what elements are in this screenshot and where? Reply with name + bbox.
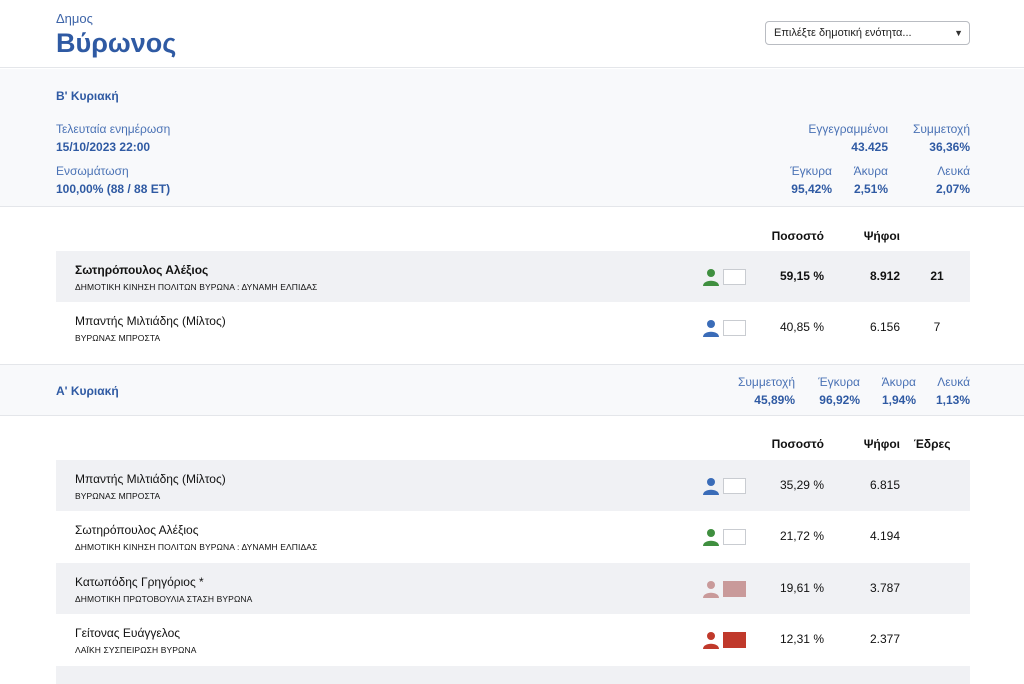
party-name: ΛΑΪΚΗ ΣΥΣΠΕΙΡΩΣΗ ΒΥΡΩΝΑ: [75, 645, 197, 655]
round1-col-seats: Έδρες: [913, 437, 951, 451]
round2-col-percent: Ποσοστό: [771, 229, 824, 243]
person-icon: [703, 269, 719, 286]
round2-turnout-value: 36,36%: [929, 140, 970, 154]
vote-count: 3.787: [869, 581, 900, 595]
candidate-name: Μπαντής Μιλτιάδης (Μίλτος): [75, 472, 226, 486]
person-icon: [703, 581, 719, 598]
round1-col-percent: Ποσοστό: [771, 437, 824, 451]
table-row[interactable]: Γείτονας Ευάγγελος ΛΑΪΚΗ ΣΥΣΠΕΙΡΩΣΗ ΒΥΡΩ…: [56, 614, 970, 665]
round2-col-votes: Ψήφοι: [863, 229, 900, 243]
integration-value: 100,00% (88 / 88 ΕΤ): [56, 182, 171, 196]
page-header: Δημος Βύρωνος Επιλέξτε δημοτική ενότητα.…: [0, 0, 1024, 68]
party-name: ΒΥΡΩΝΑΣ ΜΠΡΟΣΤΑ: [75, 333, 161, 343]
vote-count: 6.815: [869, 478, 900, 492]
round1-valid-label: Έγκυρα: [818, 375, 860, 389]
district-select-value: Επιλέξτε δημοτική ενότητα...: [774, 27, 912, 39]
round1-invalid-value: 1,94%: [881, 393, 916, 407]
round2-summary: [0, 69, 1024, 207]
round2-valid-value: 95,42%: [791, 182, 832, 196]
seat-count: 7: [933, 320, 941, 334]
round2-invalid-label: Άκυρα: [853, 164, 888, 178]
round1-invalid-label: Άκυρα: [881, 375, 916, 389]
vote-percent: 12,31 %: [779, 632, 824, 646]
vote-percent: 35,29 %: [779, 478, 824, 492]
vote-count: 4.194: [869, 529, 900, 543]
candidate-name: Σωτηρόπουλος Αλέξιος: [75, 523, 199, 537]
candidate-name: Γείτονας Ευάγγελος: [75, 626, 181, 640]
vote-percent: 59,15 %: [779, 269, 824, 283]
registered-value: 43.425: [851, 140, 888, 154]
vote-count: 6.156: [869, 320, 900, 334]
municipality-label: Δημος: [56, 11, 93, 26]
party-color-swatch: [723, 478, 746, 494]
round1-valid-value: 96,92%: [819, 393, 860, 407]
vote-count: 8.912: [869, 269, 900, 283]
seat-count: 21: [930, 269, 944, 283]
party-color-swatch: [723, 320, 746, 336]
vote-percent: 40,85 %: [779, 320, 824, 334]
party-name: ΔΗΜΟΤΙΚΗ ΠΡΩΤΟΒΟΥΛΙΑ ΣΤΑΣΗ ΒΥΡΩΝΑ: [75, 594, 253, 604]
round2-blank-label: Λευκά: [937, 164, 970, 178]
vote-percent: 19,61 %: [779, 581, 824, 595]
chevron-down-icon: ▼: [954, 28, 963, 38]
table-row[interactable]: Μπαντής Μιλτιάδης (Μίλτος) ΒΥΡΩΝΑΣ ΜΠΡΟΣ…: [56, 302, 970, 353]
registered-label: Εγγεγραμμένοι: [808, 122, 888, 136]
district-select[interactable]: Επιλέξτε δημοτική ενότητα... ▼: [765, 21, 970, 45]
vote-percent: 21,72 %: [779, 529, 824, 543]
person-icon: [703, 529, 719, 546]
table-row[interactable]: Κατωπόδης Γρηγόριος * ΔΗΜΟΤΙΚΗ ΠΡΩΤΟΒΟΥΛ…: [56, 563, 970, 614]
last-update-label: Τελευταία ενημέρωση: [56, 122, 171, 136]
table-row[interactable]: [56, 666, 970, 684]
round1-turnout-label: Συμμετοχή: [737, 375, 795, 389]
table-row[interactable]: Μπαντής Μιλτιάδης (Μίλτος) ΒΥΡΩΝΑΣ ΜΠΡΟΣ…: [56, 460, 970, 511]
round2-title: Β' Κυριακή: [56, 89, 119, 103]
party-name: ΔΗΜΟΤΙΚΗ ΚΙΝΗΣΗ ΠΟΛΙΤΩΝ ΒΥΡΩΝΑ : ΔΥΝΑΜΗ …: [75, 542, 318, 552]
round1-title: Α' Κυριακή: [56, 384, 119, 398]
round1-blank-label: Λευκά: [937, 375, 970, 389]
round2-blank-value: 2,07%: [935, 182, 970, 196]
municipality-name: Βύρωνος: [56, 28, 177, 58]
round1-summary: [0, 364, 1024, 416]
person-icon: [703, 478, 719, 495]
last-update-value: 15/10/2023 22:00: [56, 140, 151, 154]
person-icon: [703, 320, 719, 337]
party-color-swatch: [723, 269, 746, 285]
round2-valid-label: Έγκυρα: [790, 164, 832, 178]
candidate-name: Κατωπόδης Γρηγόριος *: [75, 575, 204, 589]
round1-blank-value: 1,13%: [935, 393, 970, 407]
party-name: ΒΥΡΩΝΑΣ ΜΠΡΟΣΤΑ: [75, 491, 161, 501]
candidate-name: Μπαντής Μιλτιάδης (Μίλτος): [75, 314, 226, 328]
person-icon: [703, 632, 719, 649]
round1-col-votes: Ψήφοι: [863, 437, 900, 451]
round2-turnout-label: Συμμετοχή: [912, 122, 970, 136]
round1-turnout-value: 45,89%: [754, 393, 795, 407]
integration-label: Ενσωμάτωση: [56, 164, 129, 178]
party-color-swatch: [723, 529, 746, 545]
table-row[interactable]: Σωτηρόπουλος Αλέξιος ΔΗΜΟΤΙΚΗ ΚΙΝΗΣΗ ΠΟΛ…: [56, 511, 970, 562]
vote-count: 2.377: [869, 632, 900, 646]
party-name: ΔΗΜΟΤΙΚΗ ΚΙΝΗΣΗ ΠΟΛΙΤΩΝ ΒΥΡΩΝΑ : ΔΥΝΑΜΗ …: [75, 282, 318, 292]
round2-invalid-value: 2,51%: [853, 182, 888, 196]
party-color-swatch: [723, 632, 746, 648]
party-color-swatch: [723, 581, 746, 597]
table-row[interactable]: Σωτηρόπουλος Αλέξιος ΔΗΜΟΤΙΚΗ ΚΙΝΗΣΗ ΠΟΛ…: [56, 251, 970, 302]
candidate-name: Σωτηρόπουλος Αλέξιος: [75, 263, 209, 277]
